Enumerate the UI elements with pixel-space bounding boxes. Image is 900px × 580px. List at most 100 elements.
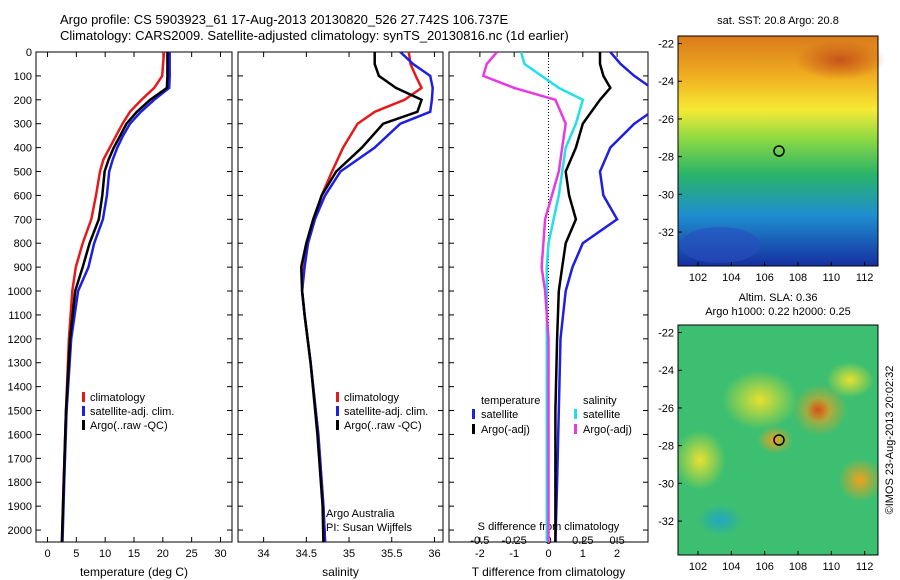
sst-map-axes: -22 -24 -26 -28 -30 -32 102 104 106 108 110 112	[658, 39, 873, 284]
map-y-tick-label: -32	[658, 516, 674, 528]
y-tick-label: 900	[14, 262, 32, 274]
map-x-tick-label: 112	[856, 561, 874, 573]
legend-entry: Argo(..raw -QC)	[344, 420, 422, 432]
map-x-tick-label: 102	[689, 561, 707, 573]
y-tick-label: 1800	[8, 477, 32, 489]
sla-map-title-line2: Argo h1000: 0.22 h2000: 0.25	[705, 306, 851, 318]
legend-entry: climatology	[344, 392, 400, 404]
map-y-tick-label: -30	[658, 189, 674, 201]
legend-entry: satellite-adj. clim.	[90, 406, 174, 418]
legend-entry: Argo(-adj)	[583, 424, 632, 436]
y-tick-label: 1000	[8, 286, 32, 298]
x-tick-label: 35	[343, 548, 355, 560]
sla-map-title-line1: Altim. SLA: 0.36	[739, 292, 818, 304]
y-tick-label: 0	[26, 47, 32, 59]
map-y-tick-label: -22	[658, 328, 674, 340]
series-line-2	[60, 52, 169, 542]
top-tick-label: -0.25	[502, 535, 527, 547]
x-tick-label: 25	[186, 548, 198, 560]
annotation-line: Argo Australia	[326, 508, 395, 520]
y-tick-label: 600	[14, 190, 32, 202]
sst-warm-patch	[795, 40, 885, 80]
plot-frame	[35, 51, 233, 543]
x-tick-label: 5	[73, 548, 79, 560]
legend-entry: satellite	[583, 409, 620, 421]
top-tick-label: -0.5	[470, 535, 489, 547]
map-x-tick-label: 106	[755, 272, 773, 284]
map-x-tick-label: 106	[755, 561, 773, 573]
map-y-tick-label: -28	[658, 441, 674, 453]
map-x-tick-label: 104	[722, 561, 740, 573]
x-tick-label: 0	[44, 548, 50, 560]
x-tick-label: 0	[545, 548, 551, 560]
y-tick-label: 800	[14, 238, 32, 250]
sla-low-patch	[698, 504, 742, 536]
x-axis-label: salinity	[322, 565, 359, 579]
top-tick-label: 0.25	[572, 535, 593, 547]
map-y-tick-label: -28	[658, 152, 674, 164]
legend-entry: Argo(-adj)	[481, 424, 530, 436]
y-tick-label: 1600	[8, 429, 32, 441]
x-axis-label: temperature (deg C)	[80, 565, 188, 579]
x-tick-label: 34	[258, 548, 270, 560]
argo-location-marker	[773, 145, 785, 157]
map-x-tick-label: 112	[856, 272, 874, 284]
y-tick-label: 1400	[8, 382, 32, 394]
x-tick-label: 20	[157, 548, 169, 560]
y-tick-label: 2000	[8, 525, 32, 537]
x-tick-label: -2	[475, 548, 485, 560]
legend-entry: satellite-adj. clim.	[344, 406, 428, 418]
legend-swatch	[82, 420, 85, 430]
x-tick-label: 34.5	[296, 548, 317, 560]
series-line-2	[299, 52, 424, 542]
map-x-tick-label: 110	[823, 272, 841, 284]
map-x-tick-label: 108	[789, 272, 807, 284]
y-tick-label: 1500	[8, 406, 32, 418]
map-x-tick-label: 108	[789, 561, 807, 573]
y-tick-label: 1200	[8, 334, 32, 346]
map-y-tick-label: -24	[658, 76, 674, 88]
plot-frame	[237, 51, 444, 543]
y-tick-label: 700	[14, 214, 32, 226]
x-tick-label: 1	[580, 548, 586, 560]
legend-swatch	[336, 406, 339, 416]
map-y-tick-label: -30	[658, 478, 674, 490]
temperature-profile-panel: 0 5 10 15 20 25 30 temperature (deg C) 0 100 200 30…	[8, 47, 233, 579]
y-tick-label: 1900	[8, 501, 32, 513]
legend-swatch	[336, 420, 339, 430]
sla-high-patch-3	[838, 458, 882, 502]
map-x-tick-label: 110	[823, 561, 841, 573]
map-y-tick-label: -22	[658, 39, 674, 51]
y-tick-label: 100	[14, 71, 32, 83]
legend-title-temperature: temperature	[481, 395, 540, 407]
salinity-profile-panel: 34 34.5 35 35.5 36 salinity climatology satelli…	[237, 51, 444, 579]
x-axis-label: T difference from climatology	[472, 565, 626, 579]
x-tick-label: 36	[428, 548, 440, 560]
legend-swatch	[472, 409, 475, 419]
figure-title-line1: Argo profile: CS 5903923_61 17-Aug-2013 …	[60, 12, 509, 27]
x-tick-label: 30	[214, 548, 226, 560]
sst-cold-patch	[680, 227, 760, 263]
map-y-tick-label: -32	[658, 227, 674, 239]
y-tick-label: 1300	[8, 358, 32, 370]
map-x-tick-label: 102	[689, 272, 707, 284]
x-tick-label: -1	[509, 548, 519, 560]
sla-peak-patch	[806, 398, 830, 422]
x-tick-label: 35.5	[381, 548, 402, 560]
map-y-tick-label: -26	[658, 403, 674, 415]
map-x-tick-label: 104	[722, 272, 740, 284]
series-line-3	[481, 52, 567, 542]
y-tick-label: 500	[14, 167, 32, 179]
figure-title-line2: Climatology: CARS2009. Satellite-adjuste…	[60, 28, 569, 43]
legend-swatch	[472, 424, 475, 434]
y-tick-label: 300	[14, 119, 32, 131]
sla-high-patch-2	[757, 426, 793, 454]
sst-map-frame	[677, 35, 879, 267]
sla-map-frame	[677, 324, 879, 556]
x-tick-label: 2	[614, 548, 620, 560]
legend-swatch	[82, 406, 85, 416]
map-y-tick-label: -24	[658, 365, 674, 377]
annotation-line: PI: Susan Wijffels	[326, 522, 412, 534]
